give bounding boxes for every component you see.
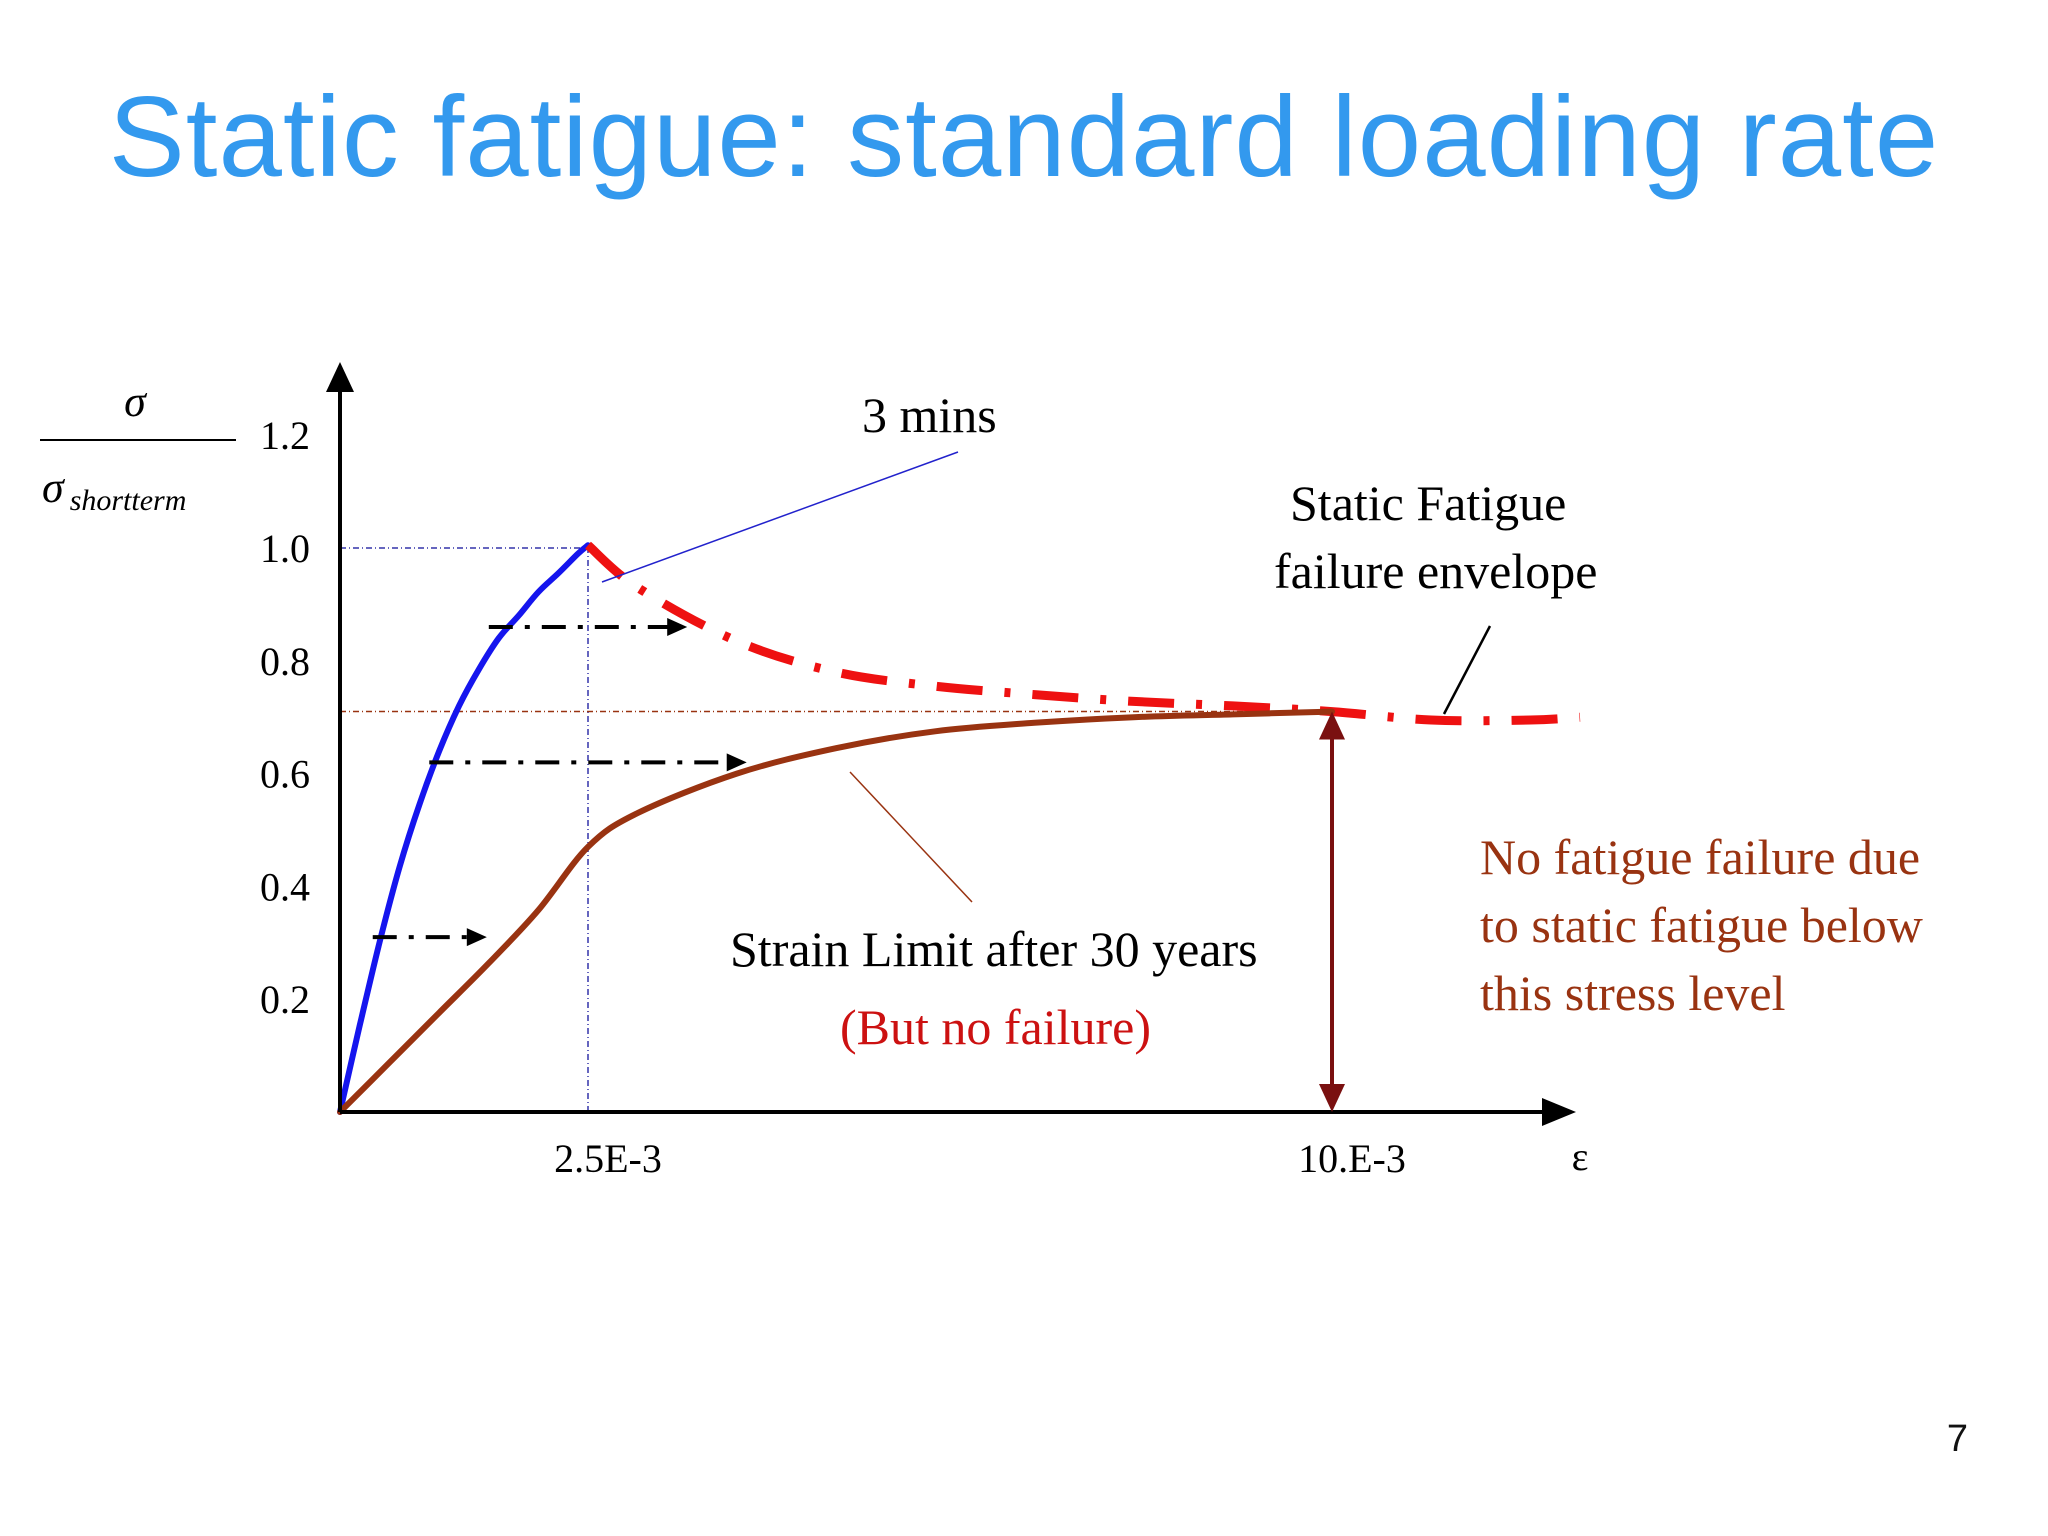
annotation-3-mins: 3 mins (862, 387, 997, 443)
annotation-envelope-line2: failure envelope (1274, 543, 1597, 599)
annotation-note-line2: to static fatigue below (1480, 897, 1923, 953)
y-axis-label: σ σ shortterm (40, 377, 236, 517)
slide-title: Static fatigue: standard loading rate (108, 74, 1940, 201)
series-static-fatigue-failure-envelope (585, 541, 1581, 726)
series-layer (337, 541, 1581, 1115)
y-tick-label: 0.2 (260, 977, 310, 1022)
stress-arrowhead-top (1319, 711, 1345, 740)
annotation-note-line3: this stress level (1480, 965, 1786, 1021)
annotation-strain-limit-leader (849, 771, 973, 903)
annotation-no-failure: (But no failure) (840, 999, 1151, 1055)
creep-arrowhead (466, 928, 487, 947)
x-tick-labels: 2.5E-3 10.E-3 (554, 1136, 1406, 1181)
y-tick-label: 1.2 (260, 413, 310, 458)
y-axis-arrowhead (326, 362, 354, 392)
y-tick-label: 0.6 (260, 752, 310, 797)
annotation-3-mins-leader (601, 451, 959, 583)
page-number: 7 (1946, 1418, 1968, 1460)
stress-arrowhead-bottom (1319, 1084, 1345, 1112)
annotation-envelope-leader (1442, 625, 1492, 715)
creep-arrows-layer (372, 617, 747, 947)
stress-level-arrow (1319, 711, 1345, 1112)
y-tick-labels: 0.2 0.4 0.6 0.8 1.0 1.2 (260, 413, 310, 1022)
y-tick-label: 1.0 (260, 526, 310, 571)
x-tick-label: 2.5E-3 (554, 1136, 662, 1181)
annotation-note-line1: No fatigue failure due (1480, 829, 1920, 885)
creep-arrowhead (667, 617, 688, 636)
x-axis-label: ε (1572, 1134, 1589, 1179)
x-tick-label: 10.E-3 (1298, 1136, 1406, 1181)
reference-lines (340, 547, 1332, 1112)
annotations: 3 mins Static Fatigue failure envelope S… (601, 387, 1923, 1055)
series-short-term-loading (337, 542, 591, 1115)
x-axis-arrowhead (1542, 1098, 1576, 1126)
annotation-strain-limit: Strain Limit after 30 years (730, 921, 1258, 977)
annotation-envelope-line1: Static Fatigue (1290, 475, 1566, 531)
axes (326, 362, 1576, 1126)
y-label-numerator: σ (124, 377, 148, 426)
series-strain-limit-after-30-years (337, 708, 1335, 1115)
y-tick-label: 0.8 (260, 639, 310, 684)
y-label-denominator: σ shortterm (42, 463, 186, 517)
y-tick-label: 0.4 (260, 864, 310, 909)
creep-arrowhead (726, 753, 747, 772)
